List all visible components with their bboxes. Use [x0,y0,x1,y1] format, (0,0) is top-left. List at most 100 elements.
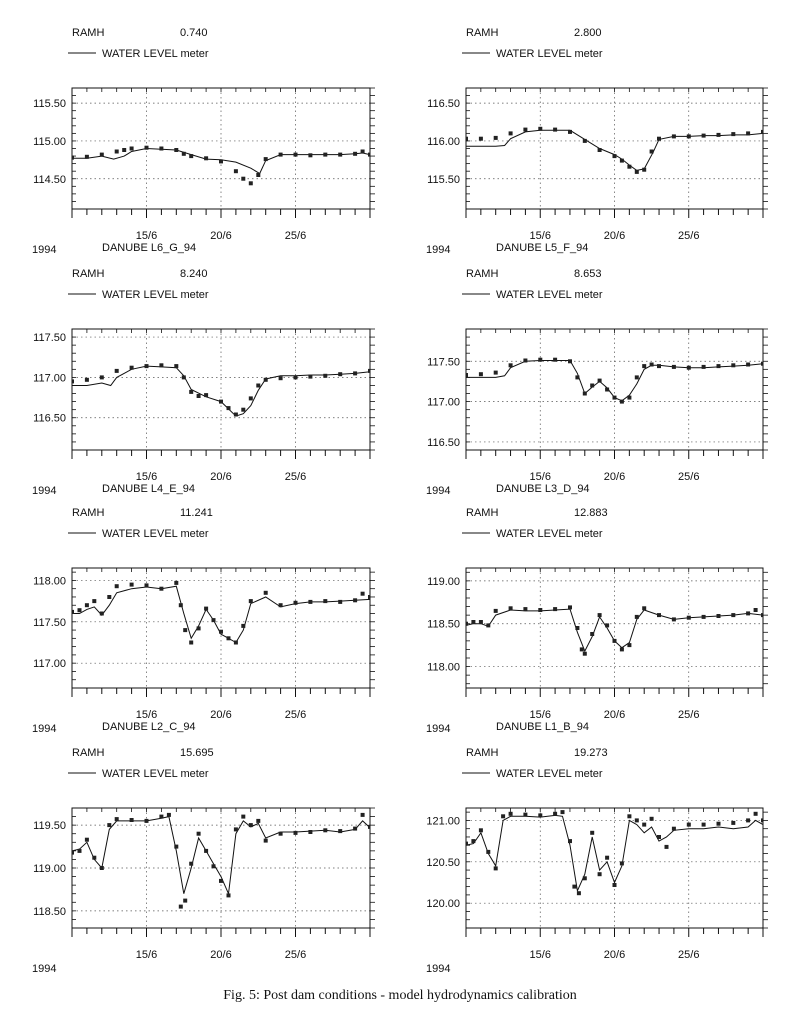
observed-point [716,364,721,369]
observed-point [619,399,624,404]
observed-point [256,173,261,177]
observed-point [77,848,82,853]
observed-point [263,838,268,843]
station-label: RAMH [72,507,104,519]
year-label: 1994 [32,723,56,735]
observed-point [493,135,498,140]
panel-footer-label: DANUBE L4_E_94 [102,483,195,495]
observed-point [478,620,483,624]
observed-point [657,613,661,618]
observed-point [575,626,580,630]
observed-point [731,132,736,137]
observed-point [597,613,602,618]
observed-point [293,152,298,157]
observed-point [129,818,134,822]
y-tick-label: 117.00 [33,658,66,670]
x-tick-label: 15/6 [136,949,157,961]
x-tick-label: 20/6 [604,949,625,961]
observed-point [761,129,763,134]
observed-point [508,606,513,611]
x-tick-label: 20/6 [210,709,231,721]
observed-point [338,829,343,834]
legend-label: WATER LEVEL meter [496,528,603,540]
observed-point [72,155,74,160]
observed-point [129,146,134,151]
panel-footer-label: DANUBE L1_B_94 [496,721,589,733]
y-tick-label: 117.50 [427,356,460,368]
observed-point [159,814,164,819]
observed-point [159,586,164,591]
series-group [466,357,763,404]
observed-point [579,647,584,652]
chart-panel-8: RAMH 19.273 WATER LEVEL meter 120.00 120.50 1… [426,747,768,975]
observed-point [99,152,104,157]
station-value: 12.883 [574,507,608,519]
x-tick-label: 20/6 [210,471,231,483]
observed-point [189,640,194,645]
observed-point [642,364,647,369]
year-label: 1994 [426,963,450,975]
panel-footer-label: DANUBE L5_F_94 [496,242,588,254]
observed-point [486,849,491,854]
observed-point [612,638,617,643]
y-tick-label: 118.50 [427,619,460,631]
observed-point [523,812,528,817]
observed-point [753,608,758,612]
observed-point [501,814,506,819]
observed-point [508,131,513,136]
observed-point [538,357,543,362]
observed-point [612,395,617,400]
observed-point [466,373,468,377]
observed-point [671,364,676,369]
observed-point [368,368,370,373]
observed-point [107,823,112,828]
observed-point [241,407,246,412]
observed-point [226,406,231,411]
station-label: RAMH [466,27,498,39]
observed-point [204,606,209,611]
observed-point [248,599,253,604]
observed-point [619,158,624,163]
observed-point [353,598,358,603]
observed-point [241,623,246,628]
legend-label: WATER LEVEL meter [496,48,603,60]
y-tick-label: 116.50 [33,413,66,425]
station-label: RAMH [72,747,104,759]
observed-point [627,643,632,648]
chart-panel-5: RAMH 11.241 WATER LEVEL meter 117.00 117.50 1… [32,507,375,735]
observed-point [360,149,365,154]
x-tick-label: 20/6 [604,230,625,242]
y-tick-label: 121.00 [426,815,460,827]
observed-point [746,611,751,616]
observed-point [649,149,654,154]
legend-label: WATER LEVEL meter [496,289,603,301]
panel-footer-label: DANUBE L6_G_94 [102,242,196,254]
observed-point [466,136,468,141]
observed-point [597,378,602,383]
observed-point [77,608,82,613]
y-tick-label: 116.50 [427,437,460,449]
observed-point [233,169,238,174]
observed-point [92,599,97,604]
observed-point [560,810,565,815]
observed-point [211,864,216,869]
station-value: 8.240 [180,268,208,280]
observed-point [701,133,706,138]
observed-point [263,377,268,382]
observed-point [731,363,736,368]
observed-point [605,387,610,392]
x-tick-label: 15/6 [530,230,551,242]
model-series-line [466,360,763,402]
series-group [72,812,370,909]
observed-point [368,152,370,157]
station-value: 0.740 [180,27,208,39]
observed-point [746,131,751,136]
observed-point [671,826,676,831]
observed-point [323,152,328,157]
x-tick-label: 20/6 [604,471,625,483]
legend-label: WATER LEVEL meter [102,528,209,540]
observed-point [523,607,528,612]
year-label: 1994 [426,244,450,256]
observed-point [572,884,577,889]
model-series-line [72,816,370,896]
